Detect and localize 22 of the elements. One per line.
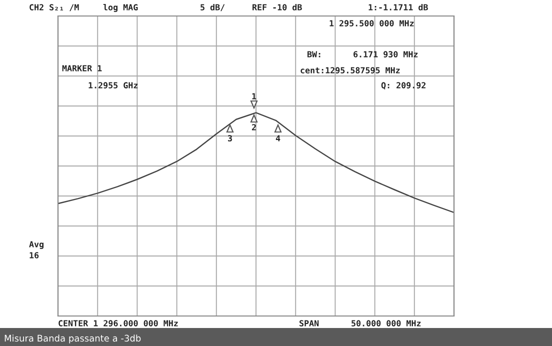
annotation: 2 [252,124,256,130]
text: Q: 209.92 [381,82,426,90]
text: 16 [30,252,39,258]
text: 50.000 000 MHz [352,320,421,326]
text: log MAG [103,4,138,12]
text: 1:-1.1711 dB [368,4,428,10]
text: CENTER 1 296.000 000 MHz [58,320,178,326]
annotation: 3 [228,135,232,142]
text: 1.2955 GHz [88,82,138,88]
text: 1 [252,93,256,100]
text: Misura Banda passante a -3db [4,334,141,344]
text: BW: [308,51,320,58]
text: 5 dB/ [200,4,225,12]
text: MARKER 1 [62,65,102,72]
text: 6.171 930 MHz [354,51,418,58]
text: CH2 S₂₁ /M [30,4,79,12]
text: REF -10 dB [252,4,302,10]
text: 1 295.500 000 MHz [330,20,414,26]
text: SPAN [300,320,319,326]
text: Avg [29,241,44,250]
text: cent:1295.587595 MHz [300,67,400,74]
annotation: 4 [276,135,280,142]
